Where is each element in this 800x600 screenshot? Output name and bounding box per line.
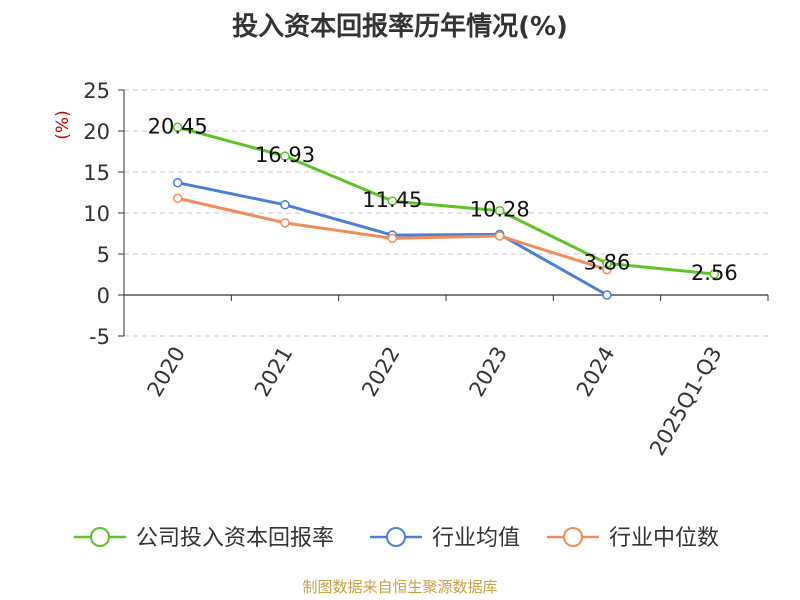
- source-note: 制图数据来自恒生聚源数据库: [302, 578, 498, 596]
- legend-label: 行业均值: [432, 526, 520, 551]
- chart-title: 投入资本回报率历年情况(%): [232, 12, 568, 42]
- y-tick-label: 0: [97, 284, 110, 308]
- data-label: 11.45: [362, 188, 422, 212]
- data-point: [172, 122, 183, 133]
- x-tick-label: 2023: [464, 343, 512, 401]
- data-label: 16.93: [255, 143, 315, 167]
- x-tick-label: 2020: [142, 343, 190, 401]
- data-point: [280, 218, 290, 228]
- data-point: [172, 193, 183, 203]
- data-point: [494, 231, 505, 241]
- x-tick-label: 2024: [572, 343, 620, 401]
- legend-swatch-marker: [386, 527, 406, 547]
- data-label: 2.56: [691, 261, 738, 285]
- data-point: [172, 177, 183, 188]
- y-tick-label: 25: [83, 79, 110, 103]
- x-tick-label: 2025Q1-Q3: [645, 343, 727, 460]
- y-tick-label: -5: [89, 325, 110, 349]
- x-tick-label: 2021: [250, 343, 298, 401]
- legend-swatch-marker: [90, 527, 110, 547]
- legend-swatch-marker: [563, 527, 583, 547]
- data-point: [602, 290, 612, 300]
- data-label: 10.28: [470, 198, 530, 222]
- x-tick-label: 2022: [357, 343, 405, 401]
- y-tick-label: 15: [83, 161, 110, 185]
- data-label: 3.86: [584, 250, 631, 274]
- data-point: [280, 200, 290, 210]
- data-point: [387, 233, 398, 244]
- series-line: [177, 125, 715, 276]
- data-point: [602, 258, 612, 269]
- y-tick-label: 5: [97, 243, 110, 267]
- y-tick-label: 10: [83, 202, 110, 226]
- data-point: [494, 205, 505, 216]
- y-tick-label: 20: [83, 120, 110, 144]
- legend-label: 行业中位数: [609, 526, 719, 551]
- y-axis-label: (%): [53, 110, 73, 139]
- legend-label: 公司投入资本回报率: [136, 526, 334, 551]
- data-label: 20.45: [148, 114, 208, 138]
- data-point: [387, 196, 398, 206]
- data-point: [280, 151, 290, 161]
- data-point: [709, 269, 720, 279]
